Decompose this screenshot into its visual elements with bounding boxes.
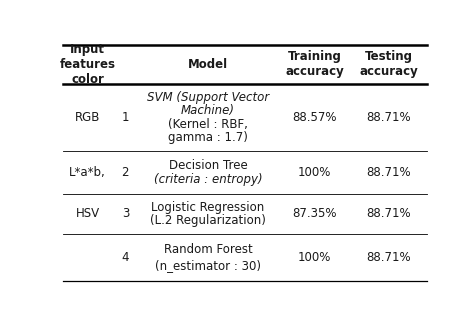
Text: 88.71%: 88.71% xyxy=(366,251,411,264)
Text: 88.71%: 88.71% xyxy=(366,111,411,124)
Text: (Kernel : RBF,: (Kernel : RBF, xyxy=(168,118,248,131)
Text: Logistic Regression: Logistic Regression xyxy=(151,200,264,213)
Text: SVM (Support Vector: SVM (Support Vector xyxy=(147,91,269,104)
Text: 88.71%: 88.71% xyxy=(366,207,411,220)
Text: Random Forest: Random Forest xyxy=(164,243,252,256)
Text: Machine): Machine) xyxy=(181,104,235,117)
Text: 100%: 100% xyxy=(298,251,331,264)
Text: 2: 2 xyxy=(122,166,129,179)
Text: 1: 1 xyxy=(122,111,129,124)
Text: 87.35%: 87.35% xyxy=(292,207,337,220)
Text: Training
accuracy: Training accuracy xyxy=(285,50,344,78)
Text: (L.2 Regularization): (L.2 Regularization) xyxy=(150,214,266,227)
Text: 4: 4 xyxy=(122,251,129,264)
Text: gamma : 1.7): gamma : 1.7) xyxy=(168,132,248,145)
Text: 100%: 100% xyxy=(298,166,331,179)
Text: Input
features
color: Input features color xyxy=(60,43,116,86)
Text: 3: 3 xyxy=(122,207,129,220)
Text: RGB: RGB xyxy=(75,111,100,124)
Text: 88.71%: 88.71% xyxy=(366,166,411,179)
Text: 88.57%: 88.57% xyxy=(292,111,337,124)
Text: (criteria : entropy): (criteria : entropy) xyxy=(154,173,262,186)
Text: (n_estimator : 30): (n_estimator : 30) xyxy=(155,259,261,272)
Text: HSV: HSV xyxy=(76,207,100,220)
Text: Model: Model xyxy=(188,58,228,71)
Text: Testing
accuracy: Testing accuracy xyxy=(360,50,419,78)
Text: L*a*b,: L*a*b, xyxy=(69,166,106,179)
Text: Decision Tree: Decision Tree xyxy=(169,159,247,172)
